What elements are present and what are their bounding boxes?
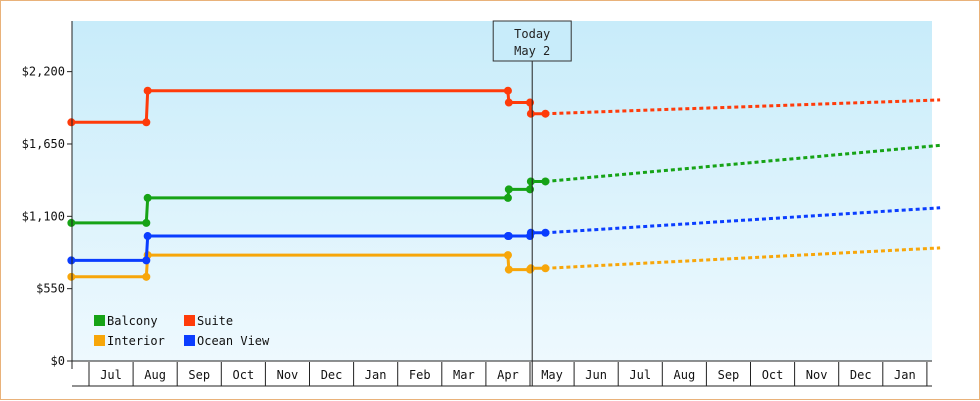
legend-swatch: [184, 315, 195, 326]
projection-line-balcony: [545, 143, 941, 183]
projection-line-interior: [545, 246, 941, 270]
data-point: [142, 218, 151, 227]
data-point: [541, 264, 550, 273]
x-tick-label: Sep: [188, 368, 210, 382]
plot-background: [72, 21, 932, 361]
x-tick-label: Oct: [233, 368, 255, 382]
x-tick-label: Apr: [497, 368, 519, 382]
data-point: [541, 228, 550, 237]
data-point: [67, 256, 76, 265]
x-tick-label: Jul: [629, 368, 651, 382]
data-point: [526, 109, 535, 118]
legend-label: Interior: [107, 334, 165, 348]
data-point: [67, 218, 76, 227]
projection-line-suite: [545, 98, 941, 116]
data-point: [541, 109, 550, 118]
data-point: [142, 118, 151, 127]
data-point: [526, 228, 535, 237]
data-point: [143, 86, 152, 95]
data-point: [504, 265, 513, 274]
data-point: [526, 185, 534, 194]
data-point: [143, 232, 152, 241]
data-point: [541, 177, 550, 186]
today-label: Today: [514, 27, 550, 41]
data-point: [504, 232, 513, 241]
x-tick-label: Jan: [894, 368, 916, 382]
y-tick-label: $0: [51, 354, 65, 368]
legend-swatch: [94, 335, 105, 346]
data-point: [143, 193, 152, 202]
y-tick-label: $1,650: [22, 137, 65, 151]
x-tick-label: Jan: [365, 368, 387, 382]
projection-line-ocean-view: [545, 206, 941, 235]
today-callout-box: [492, 20, 572, 62]
data-point: [526, 264, 535, 273]
x-tick-label: Nov: [806, 368, 828, 382]
x-tick-label: Nov: [277, 368, 299, 382]
y-tick-label: $1,100: [22, 209, 65, 223]
data-point: [503, 193, 512, 202]
x-tick-label: Dec: [850, 368, 872, 382]
x-tick-label: Mar: [453, 368, 475, 382]
x-tick-label: Sep: [718, 368, 740, 382]
x-tick-label: Feb: [409, 368, 431, 382]
legend-label: Balcony: [107, 314, 158, 328]
data-point: [67, 272, 76, 281]
data-point: [526, 177, 535, 186]
data-point: [504, 98, 513, 107]
x-tick-label: Aug: [674, 368, 696, 382]
x-tick-label: Jun: [585, 368, 607, 382]
legend-label: Suite: [197, 314, 233, 328]
legend-label: Ocean View: [197, 334, 270, 348]
x-tick-label: Aug: [144, 368, 166, 382]
data-point: [67, 118, 76, 127]
data-point: [504, 185, 513, 194]
x-tick-label: Oct: [762, 368, 784, 382]
data-point: [526, 98, 534, 107]
today-date: May 2: [514, 44, 550, 58]
x-tick-label: May: [541, 368, 563, 382]
data-point: [142, 256, 151, 265]
x-tick-label: Dec: [321, 368, 343, 382]
y-tick-label: $550: [36, 282, 65, 296]
data-point: [142, 272, 151, 281]
legend-swatch: [184, 335, 195, 346]
x-tick-label: Jul: [100, 368, 122, 382]
data-point: [503, 251, 512, 260]
legend-swatch: [94, 315, 105, 326]
data-point: [503, 86, 512, 95]
y-tick-label: $2,200: [22, 65, 65, 79]
